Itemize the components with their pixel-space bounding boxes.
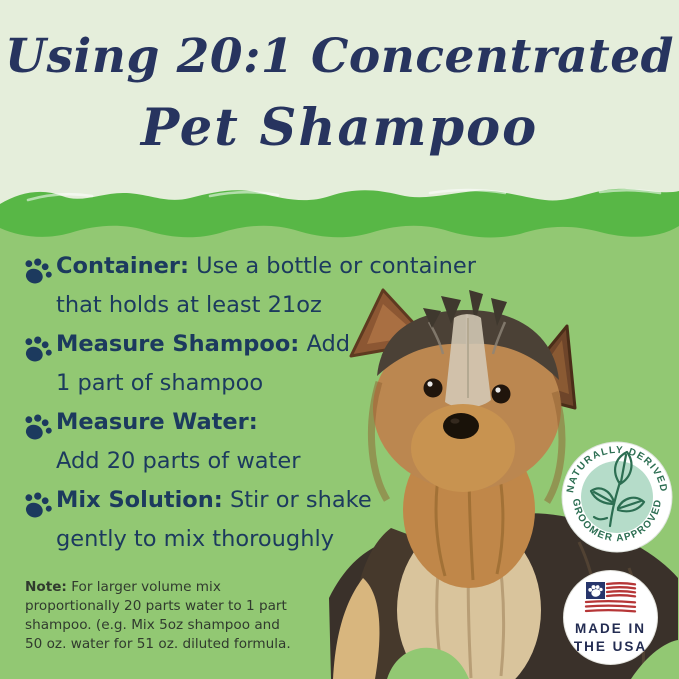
usa-badge-line2: THE USA (574, 639, 647, 654)
paw-print-icon (25, 336, 52, 362)
page-title-line1: Using 20:1 Concentrated (4, 29, 675, 84)
note-line4: 50 oz. water for 51 oz. diluted formula. (25, 636, 291, 652)
dog-photo (329, 288, 678, 679)
step-label: Measure Shampoo: (56, 331, 300, 357)
note-line2: proportionally 20 parts water to 1 part (25, 598, 287, 614)
step-mix-solution: Mix Solution: Stir or shake gently to mi… (22, 481, 476, 559)
naturally-derived-badge: NATURALLY DERIVED GROOMER APPROVED (561, 441, 673, 553)
step-text: Use a bottle or container (189, 253, 477, 279)
header-section: Using 20:1 Concentrated Pet Shampoo (0, 0, 679, 210)
paw-print-icon (25, 258, 52, 284)
step-text-line2: 1 part of shampoo (56, 370, 264, 396)
paw-print-icon (25, 414, 52, 440)
note-line3: shampoo. (e.g. Mix 5oz shampoo and (25, 617, 280, 633)
step-measure-shampoo: Measure Shampoo: Add 1 part of shampoo (22, 325, 476, 403)
paw-print-icon (25, 492, 52, 518)
step-text-line2: that holds at least 21oz (56, 292, 322, 318)
instruction-list: Container: Use a bottle or container tha… (22, 247, 476, 559)
step-text-line2: Add 20 parts of water (56, 448, 301, 474)
wave-divider (0, 188, 679, 238)
step-measure-water: Measure Water: Add 20 parts of water (22, 403, 476, 481)
note-label: Note: (25, 579, 67, 595)
made-in-usa-badge: MADE IN THE USA (563, 570, 658, 665)
step-label: Mix Solution: (56, 487, 223, 513)
page-title-line2: Pet Shampoo (140, 98, 539, 158)
usa-badge-line1: MADE IN (575, 621, 646, 636)
us-flag-paw-icon (584, 582, 637, 613)
step-text: Stir or shake (222, 487, 372, 513)
step-text-line2: gently to mix thoroughly (56, 526, 335, 552)
step-label: Measure Water: (56, 409, 258, 435)
step-label: Container: (56, 253, 190, 279)
note-block: Note: For larger volume mix proportional… (25, 578, 335, 654)
note-line1: For larger volume mix (66, 579, 221, 595)
step-container: Container: Use a bottle or container tha… (22, 247, 476, 325)
leaf-sprig-icon (589, 450, 646, 528)
step-text: Add (299, 331, 351, 357)
